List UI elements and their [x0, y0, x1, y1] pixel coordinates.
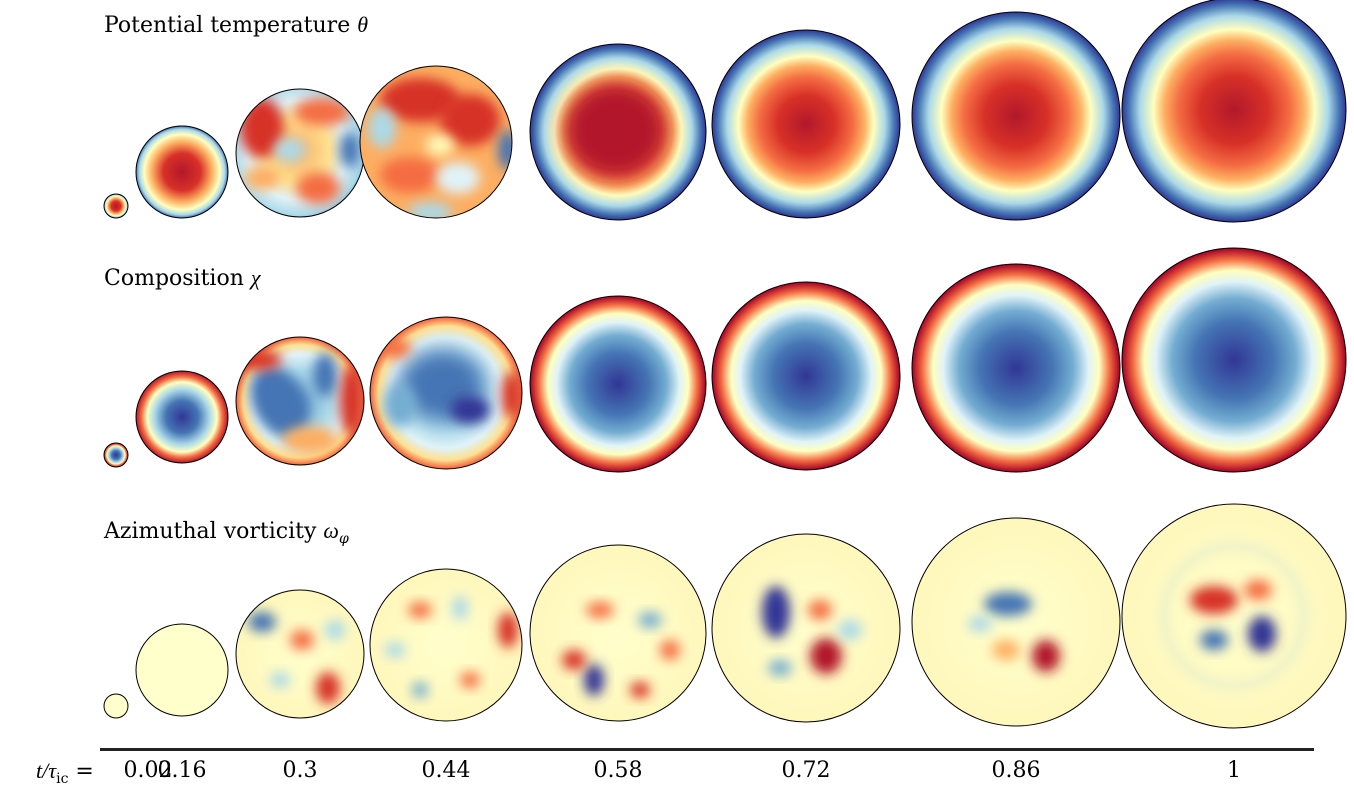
omega-disk-t0.02 [103, 693, 129, 719]
time-axis-sub: ic [56, 771, 69, 787]
time-axis-eq: = [68, 759, 94, 784]
theta-disk-t0.02 [103, 193, 129, 219]
omega-disk-t0.72 [711, 533, 901, 723]
omega-disk-t0.58 [529, 544, 707, 722]
chi-disk-t0.86 [911, 263, 1121, 473]
chi-disk-t0.16 [135, 370, 229, 464]
theta-disk-t0.16 [135, 125, 229, 219]
time-axis-rule [100, 748, 1314, 751]
chi-disk-t0.44 [369, 316, 523, 470]
omega-symbol: ω [323, 518, 339, 543]
theta-title: Potential temperature θ [104, 12, 368, 38]
theta-disk-t0.3 [235, 88, 365, 218]
omega-disk-t1 [1121, 503, 1347, 729]
omega-disk-t0.3 [235, 589, 365, 719]
time-label: 1 [1227, 758, 1241, 783]
omega-disk-t0.16 [135, 623, 229, 717]
time-label: 0.3 [282, 758, 318, 783]
theta-row [103, 0, 1347, 223]
time-label: 0.02 [123, 758, 173, 783]
theta-disk-t0.58 [529, 43, 707, 221]
chi-disk-t0.58 [529, 295, 707, 473]
omega-disk-t0.44 [369, 568, 523, 722]
chi-title-text: Composition [104, 266, 244, 291]
time-label: 0.72 [781, 758, 831, 783]
theta-disk-t0.44 [359, 65, 513, 219]
time-label: 0.16 [157, 758, 207, 783]
theta-symbol: θ [357, 12, 369, 37]
chi-title: Composition χ [104, 265, 261, 291]
omega-subscript: φ [338, 531, 349, 547]
time-axis-prefix: t/τic = [36, 758, 94, 787]
theta-disk-t0.86 [911, 11, 1121, 221]
time-label: 0.58 [593, 758, 643, 783]
chi-disk-t0.02 [103, 442, 129, 468]
omega-disk-t0.86 [911, 517, 1121, 727]
chi-row [103, 247, 1347, 473]
chi-disk-t1 [1121, 247, 1347, 473]
theta-disk-t1 [1121, 0, 1347, 223]
theta-disk-t0.72 [711, 29, 901, 219]
omega-title-text: Azimuthal vorticity [104, 519, 317, 544]
time-label: 0.44 [421, 758, 471, 783]
omega-row [103, 503, 1347, 729]
chi-symbol: χ [250, 265, 261, 290]
theta-title-text: Potential temperature [104, 13, 351, 38]
time-axis-var: t/τ [36, 758, 57, 783]
chi-disk-t0.72 [711, 281, 901, 471]
chi-disk-t0.3 [235, 336, 365, 466]
time-label: 0.86 [991, 758, 1041, 783]
omega-title: Azimuthal vorticity ωφ [104, 518, 349, 547]
